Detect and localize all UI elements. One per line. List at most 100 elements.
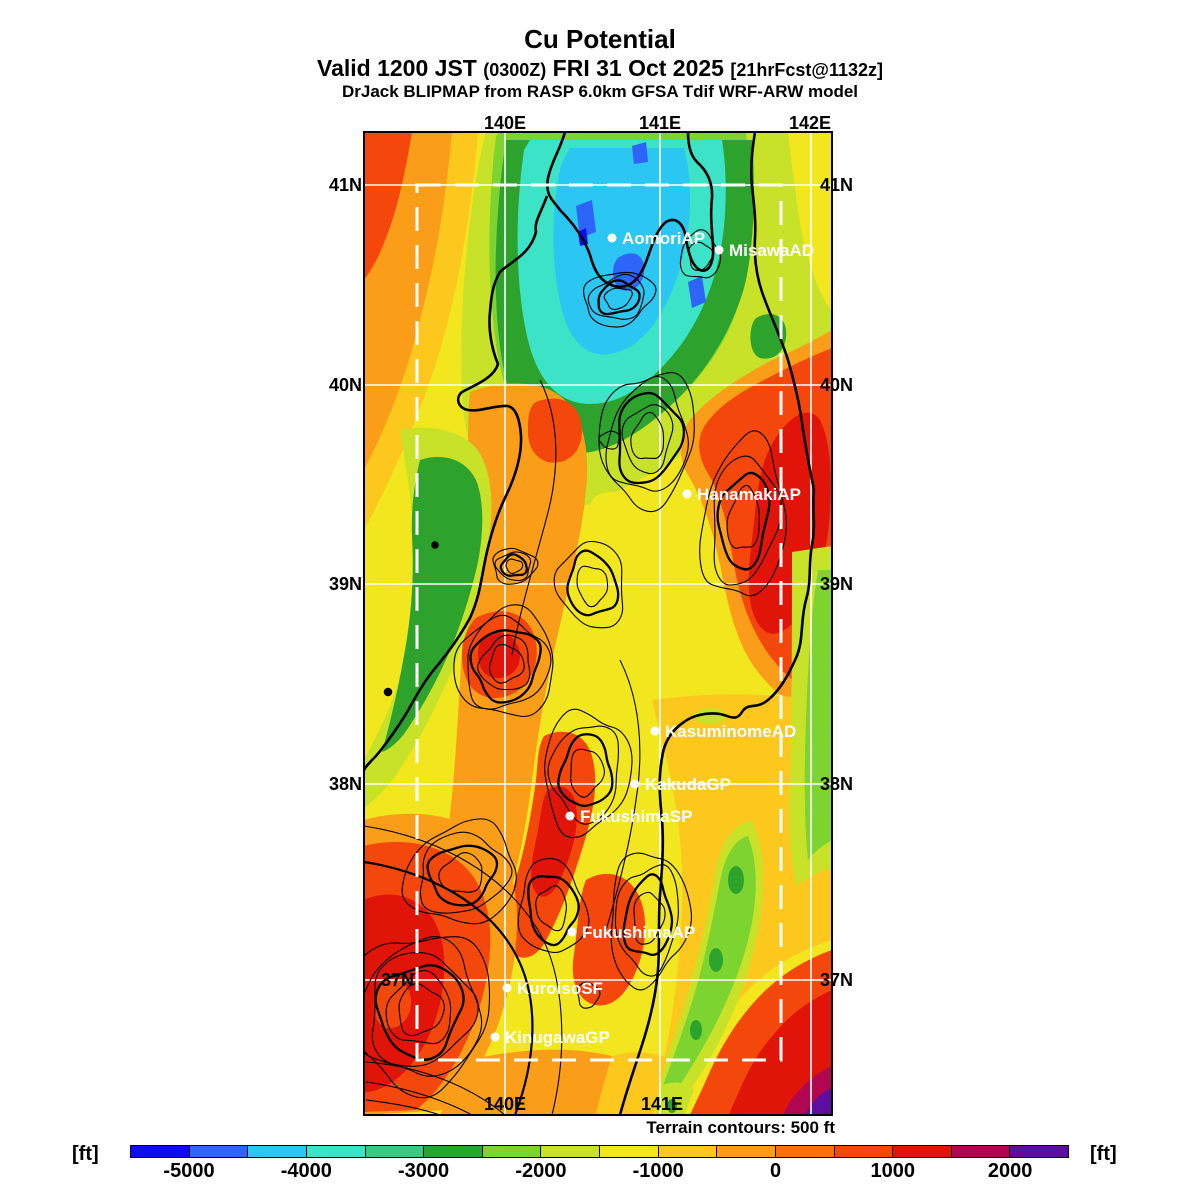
terrain-contour-loop [618, 391, 686, 485]
page-title: Cu Potential [524, 24, 676, 54]
colorbar-tick: -2000 [515, 1160, 567, 1182]
terrain-contour-loop [726, 484, 760, 549]
terrain-contour-loop [621, 404, 674, 475]
terrain-contour-loop [398, 982, 445, 1037]
terrain-contour-loop [713, 455, 782, 586]
station-marker [682, 489, 692, 499]
terrain-contour-loop [622, 873, 674, 957]
lat-label-right: 38N [820, 774, 853, 794]
lat-label-left: 40N [329, 375, 362, 395]
terrain-contour-loop [598, 430, 620, 450]
terrain-contour-loop [553, 540, 624, 629]
colorbar-cell [951, 1146, 1011, 1157]
station-marker [650, 726, 660, 736]
colorbar-cell [600, 1146, 659, 1157]
station-label: KinugawaGP [505, 1028, 610, 1047]
terrain-contour-loop [469, 629, 542, 704]
colorbar-cell [717, 1146, 776, 1157]
valid-date: FRI 31 Oct 2025 [552, 55, 724, 81]
colorbar-cell [658, 1146, 718, 1157]
terrain-contour-loop [587, 273, 645, 320]
lat-label-right: 37N [820, 970, 853, 990]
terrain-contour-loop [467, 614, 552, 710]
terrain-contour-loop [401, 818, 517, 925]
model-line: DrJack BLIPMAP from RASP 6.0km GFSA Tdif… [341, 82, 859, 101]
terrain-contour-loop [535, 885, 567, 932]
axis-labels: 140E 141E 142E 140E 141E 41N 40N 39N 38N 37N 41N 40… [329, 113, 853, 1114]
colorbar-cell [424, 1146, 483, 1157]
colorbar-tick: -4000 [280, 1160, 332, 1182]
terrain-contour-loop [477, 634, 531, 691]
terrain-contour-loop [547, 725, 619, 825]
colorbar-cell [775, 1146, 835, 1157]
station-label: AomoriAP [622, 229, 705, 248]
terrain-contour-loop [603, 287, 633, 310]
terrain-contour-loop [598, 372, 695, 513]
terrain-contour-loop [576, 981, 601, 1009]
terrain-contour-loop [557, 733, 614, 808]
lon-label-top: 142E [789, 113, 831, 133]
terrain-contour-loop [570, 748, 605, 798]
terrain-contour-loop [517, 857, 590, 954]
terrain-contour-loop [488, 644, 525, 684]
terrain-contour-loop [499, 553, 528, 577]
station-marker [607, 233, 617, 243]
lon-label-top: 140E [484, 113, 526, 133]
station-marker [490, 1032, 500, 1042]
map-field [364, 132, 832, 1115]
terrain-contour-loop [494, 551, 532, 582]
terrain-contour-loop [610, 852, 692, 991]
colorbar-cell [834, 1146, 894, 1157]
colorbar-cell [893, 1146, 952, 1157]
terrain-contour-loop [364, 935, 483, 1077]
colorbar-tick: -5000 [163, 1160, 215, 1182]
terrain-contour-loop [505, 558, 524, 574]
lat-label-left: 38N [329, 774, 362, 794]
colorbar-cell [541, 1146, 600, 1157]
colorbar-tick: 2000 [987, 1160, 1033, 1182]
station-label: KuroisoSF [517, 979, 603, 998]
terrain-contour-loop [364, 936, 491, 1099]
lon-label-bottom: 141E [641, 1094, 683, 1114]
terrain-contour-loop [566, 549, 620, 617]
terrain-contour-loop [630, 411, 665, 460]
terrain-contour-loop [576, 565, 609, 608]
colorbar-cell [131, 1146, 190, 1157]
station-marker [630, 779, 640, 789]
station-layer: AomoriAP MisawaAD HanamakiAP KasuminomeAD Ka… [490, 229, 814, 1047]
colorbar-tick: 0 [769, 1160, 782, 1182]
colorbar-unit-left: [ft] [72, 1143, 99, 1165]
coastline [364, 132, 816, 1115]
terrain-contour-loop [527, 875, 580, 947]
terrain-contour-loop [374, 964, 465, 1061]
terrain-contour-loop [605, 375, 689, 492]
lat-label-left: 37N [381, 970, 414, 990]
colorbar-cell [189, 1146, 249, 1157]
station-label: KasuminomeAD [665, 722, 796, 741]
station-marker [714, 245, 724, 255]
colorbar-tick: 1000 [870, 1160, 916, 1182]
colorbar [130, 1145, 1069, 1158]
station-label: FukushimaAP [582, 923, 695, 942]
terrain-contour-loop [633, 891, 666, 945]
colorbar-cell [482, 1146, 542, 1157]
forecast-tag: [21hrFcst@1132z] [730, 60, 883, 80]
colorbar-cell [306, 1146, 366, 1157]
colorbar-cell [365, 1146, 425, 1157]
colorbar-tick: -1000 [632, 1160, 684, 1182]
terrain-contour-loop [385, 969, 452, 1045]
valid-time-zulu: (0300Z) [483, 60, 547, 80]
terrain-contour-loop [453, 604, 554, 718]
terrain-contour-loop [492, 547, 539, 585]
colorbar-cell [248, 1146, 307, 1157]
station-label: KakudaGP [645, 775, 731, 794]
station-marker [565, 811, 575, 821]
terrain-contour-loop [544, 708, 633, 839]
station-marker [567, 927, 577, 937]
lat-label-right: 40N [820, 375, 853, 395]
colorbar-unit-right: [ft] [1090, 1143, 1117, 1165]
terrain-contour-loop [699, 430, 787, 597]
terrain-contour-loop [371, 952, 479, 1067]
